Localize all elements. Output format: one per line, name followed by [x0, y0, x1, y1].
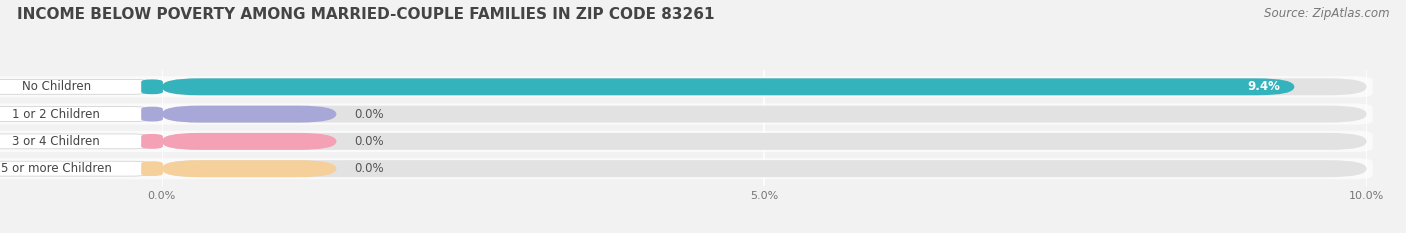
Text: INCOME BELOW POVERTY AMONG MARRIED-COUPLE FAMILIES IN ZIP CODE 83261: INCOME BELOW POVERTY AMONG MARRIED-COUPL… — [17, 7, 714, 22]
Text: 3 or 4 Children: 3 or 4 Children — [13, 135, 100, 148]
FancyBboxPatch shape — [162, 160, 1367, 177]
FancyBboxPatch shape — [162, 78, 1367, 95]
Text: 0.0%: 0.0% — [354, 108, 384, 121]
FancyBboxPatch shape — [141, 134, 163, 149]
FancyBboxPatch shape — [162, 106, 336, 123]
FancyBboxPatch shape — [162, 133, 336, 150]
Text: 0.0%: 0.0% — [354, 135, 384, 148]
FancyBboxPatch shape — [0, 103, 1372, 125]
Text: 5 or more Children: 5 or more Children — [1, 162, 111, 175]
FancyBboxPatch shape — [141, 107, 163, 122]
Text: No Children: No Children — [21, 80, 91, 93]
FancyBboxPatch shape — [162, 106, 1367, 123]
FancyBboxPatch shape — [141, 79, 163, 94]
FancyBboxPatch shape — [162, 160, 336, 177]
FancyBboxPatch shape — [141, 161, 163, 176]
FancyBboxPatch shape — [0, 79, 156, 94]
FancyBboxPatch shape — [0, 76, 1372, 97]
FancyBboxPatch shape — [0, 131, 1372, 152]
Text: 9.4%: 9.4% — [1247, 80, 1279, 93]
FancyBboxPatch shape — [0, 134, 156, 149]
Text: 1 or 2 Children: 1 or 2 Children — [13, 108, 100, 121]
Text: 0.0%: 0.0% — [354, 162, 384, 175]
FancyBboxPatch shape — [162, 78, 1295, 95]
FancyBboxPatch shape — [0, 161, 156, 176]
FancyBboxPatch shape — [0, 158, 1372, 179]
FancyBboxPatch shape — [162, 133, 1367, 150]
FancyBboxPatch shape — [0, 107, 156, 122]
Text: Source: ZipAtlas.com: Source: ZipAtlas.com — [1264, 7, 1389, 20]
